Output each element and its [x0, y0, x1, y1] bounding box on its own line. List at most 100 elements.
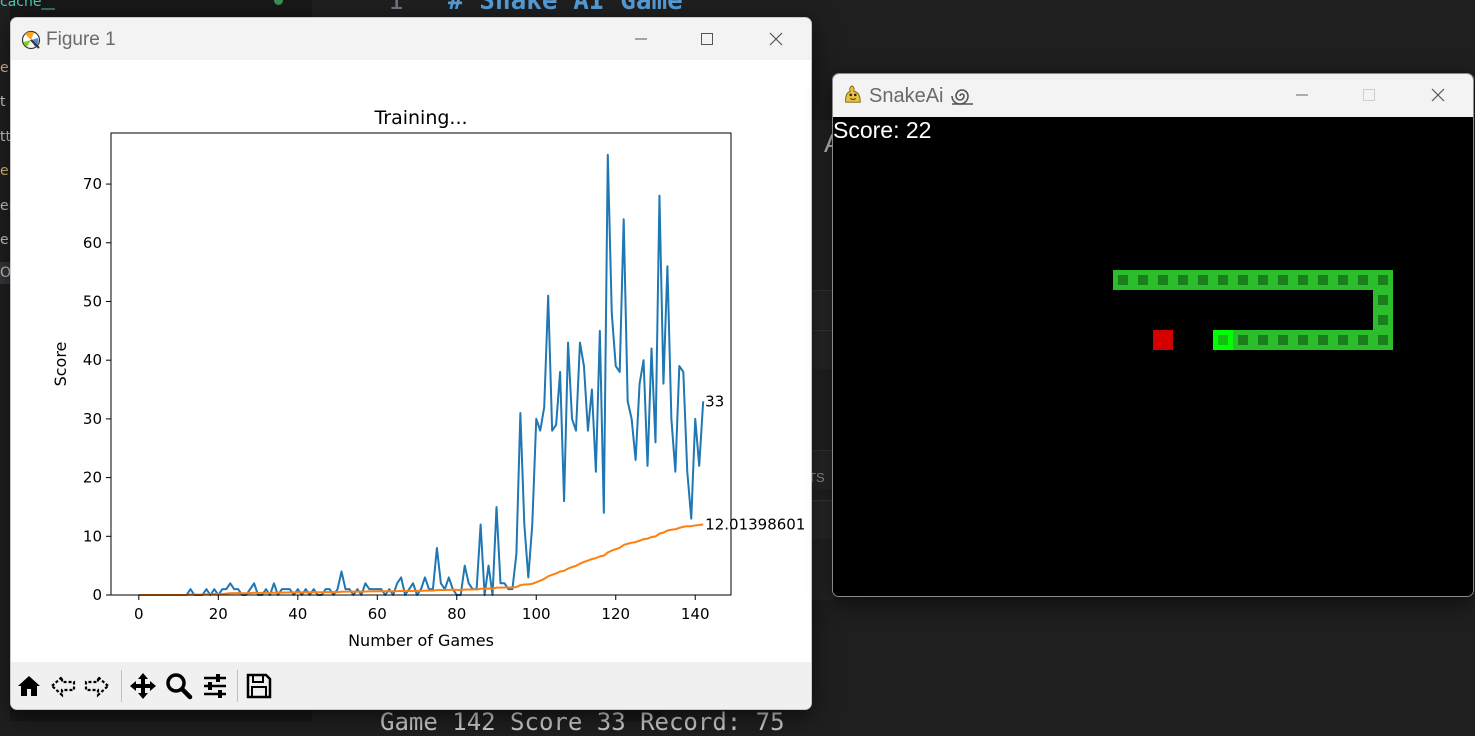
maximize-icon: [701, 33, 713, 45]
home-icon: [18, 676, 40, 696]
snake-title: SnakeAi: [869, 85, 944, 107]
snake-segment-inner: [1278, 335, 1288, 345]
snake-titlebar[interactable]: SnakeAi: [833, 74, 1473, 117]
figure-toolbar: [11, 662, 811, 709]
maximize-button[interactable]: [687, 26, 727, 52]
forward-button[interactable]: [81, 670, 113, 702]
y-tick-label: 20: [83, 469, 102, 487]
snake-window[interactable]: SnakeAi Score: 22: [832, 73, 1474, 597]
y-tick-label: 60: [83, 234, 102, 252]
x-tick-label: 120: [601, 605, 630, 623]
snake-segment-inner: [1358, 275, 1368, 285]
score-label: Score: 22: [833, 117, 932, 143]
series-line-0: [138, 153, 705, 596]
close-icon: [769, 32, 783, 46]
snake-minimize-button[interactable]: [1282, 82, 1322, 108]
y-axis-label: Score: [51, 342, 70, 387]
close-button[interactable]: [756, 26, 796, 52]
snake-close-button[interactable]: [1418, 82, 1458, 108]
x-tick-label: 40: [288, 605, 307, 623]
snake-segment-inner: [1258, 275, 1268, 285]
snake-segment-inner: [1378, 295, 1388, 305]
snake-segment-inner: [1338, 335, 1348, 345]
back-button[interactable]: [47, 670, 79, 702]
y-tick-label: 30: [83, 410, 102, 428]
explorer-item[interactable]: tt: [0, 129, 11, 145]
snake-segment-inner: [1158, 275, 1168, 285]
snake-segment-inner: [1218, 335, 1228, 345]
line-number: 1: [388, 0, 404, 16]
zoom-icon: [166, 673, 193, 700]
x-tick-label: 140: [681, 605, 710, 623]
snake-segment-inner: [1238, 275, 1248, 285]
snake-segment-inner: [1338, 275, 1348, 285]
forward-arrow-icon: [84, 674, 110, 698]
pan-button[interactable]: [127, 670, 159, 702]
x-tick-label: 20: [209, 605, 228, 623]
explorer-item[interactable]: e: [0, 232, 9, 248]
panel-label: TS: [808, 470, 825, 485]
explorer-item[interactable]: O: [0, 262, 12, 284]
food: [1153, 330, 1173, 350]
explorer-item[interactable]: t: [0, 94, 6, 110]
figure-title: Figure 1: [46, 29, 116, 50]
minimize-icon: [1296, 94, 1308, 96]
snake-segment-inner: [1258, 335, 1268, 345]
configure-subplots-icon: [204, 674, 226, 698]
minimize-button[interactable]: [621, 26, 661, 52]
matplotlib-icon: [21, 30, 41, 50]
snake-segment-inner: [1238, 335, 1248, 345]
snake-segment-inner: [1378, 275, 1388, 285]
series-end-label-0: 33: [705, 392, 724, 410]
x-tick-label: 100: [522, 605, 551, 623]
sidebar-gutter: [0, 0, 10, 721]
save-button[interactable]: [243, 670, 275, 702]
modified-dot-icon: [274, 0, 283, 5]
x-tick-label: 80: [447, 605, 466, 623]
spiral-icon: [951, 89, 973, 105]
x-tick-label: 60: [368, 605, 387, 623]
pan-icon: [130, 673, 156, 699]
home-button[interactable]: [13, 670, 45, 702]
snake-segment-inner: [1278, 275, 1288, 285]
zoom-button[interactable]: [163, 670, 195, 702]
explorer-item[interactable]: er: [0, 198, 12, 214]
snake-segment-inner: [1198, 275, 1208, 285]
back-arrow-icon: [50, 674, 76, 698]
axes-frame: [110, 132, 732, 596]
snake-segment-inner: [1298, 275, 1308, 285]
figure-titlebar[interactable]: Figure 1: [11, 18, 811, 60]
chart-title: Training...: [373, 107, 467, 129]
explorer-item[interactable]: e: [0, 60, 9, 76]
snake-segment-inner: [1318, 275, 1328, 285]
snake-maximize-button[interactable]: [1349, 82, 1389, 108]
pygame-icon: [845, 85, 861, 103]
plot-canvas[interactable]: 33 12.01398601 0 20 40 60 80 100 120 140 0 10 20 30 40…: [11, 60, 811, 662]
side-panel: [810, 120, 834, 600]
y-tick-label: 70: [83, 175, 102, 193]
y-tick-label: 10: [83, 527, 102, 545]
snake-segment-inner: [1298, 335, 1308, 345]
training-chart[interactable]: 33 12.01398601 0 20 40 60 80 100 120 140 0 10 20 30 40…: [11, 60, 811, 662]
code-line[interactable]: # Snake AI Game: [448, 0, 683, 16]
series-line-1: [138, 523, 704, 596]
terminal-output: Game 142 Score 33 Record: 75: [380, 708, 785, 736]
x-tick-label: 0: [134, 605, 144, 623]
figure-window[interactable]: Figure 1 33 12.01398601 0 20 40 60 80 100 120 140…: [10, 17, 812, 710]
snake-board-drawing: [1113, 270, 1393, 350]
configure-subplots-button[interactable]: [199, 670, 231, 702]
save-icon: [246, 673, 272, 699]
y-tick-label: 0: [92, 586, 102, 604]
snake-segment-inner: [1378, 315, 1388, 325]
snake-segment-inner: [1138, 275, 1148, 285]
x-axis-label: Number of Games: [348, 631, 494, 650]
snake-segment-inner: [1378, 335, 1388, 345]
y-tick-label: 40: [83, 351, 102, 369]
y-tick-label: 50: [83, 292, 102, 310]
explorer-item[interactable]: e.: [0, 163, 12, 179]
snake-segment-inner: [1358, 335, 1368, 345]
explorer-item-cache[interactable]: cache__: [0, 0, 56, 10]
series-end-label-1: 12.01398601: [705, 515, 805, 533]
game-board[interactable]: Score: 22: [833, 117, 1473, 596]
close-icon: [1431, 88, 1445, 102]
